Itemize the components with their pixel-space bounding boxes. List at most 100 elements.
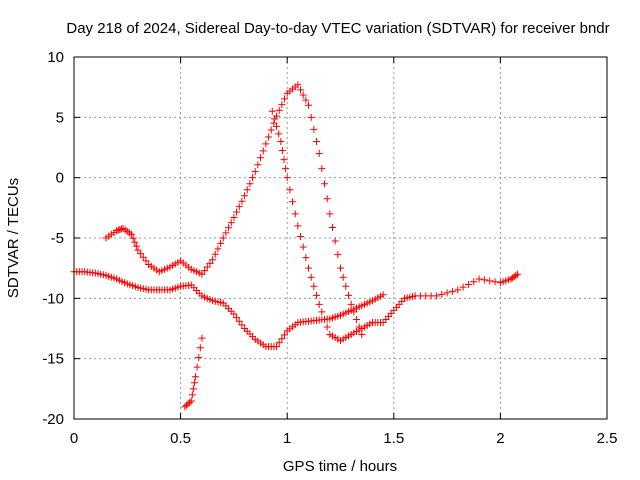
x-tick-label: 2.5 — [597, 430, 618, 447]
data-point — [334, 251, 342, 259]
data-point — [241, 192, 249, 200]
data-point — [299, 243, 307, 251]
data-point — [513, 270, 521, 278]
x-tick-label: 1 — [283, 430, 291, 447]
data-point — [454, 286, 462, 294]
data-point — [196, 344, 204, 352]
data-point — [182, 401, 190, 409]
data-point — [201, 267, 209, 275]
data-point — [209, 256, 217, 264]
y-tick-label: 10 — [47, 49, 64, 66]
data-point — [186, 398, 194, 406]
series-arc-d — [181, 334, 206, 411]
data-point — [131, 238, 139, 246]
data-point — [225, 224, 233, 232]
data-point — [310, 125, 318, 133]
data-point — [305, 101, 313, 109]
data-point — [286, 186, 294, 194]
data-point — [257, 154, 265, 162]
data-point — [134, 246, 142, 254]
data-point — [323, 195, 331, 203]
data-point — [275, 106, 283, 114]
series-arc-c — [268, 107, 521, 345]
data-point — [280, 156, 288, 164]
x-tick-label: 0 — [70, 430, 78, 447]
data-point — [246, 180, 254, 188]
data-point — [459, 283, 467, 291]
data-point — [137, 250, 145, 258]
y-tick-label: -5 — [51, 230, 64, 247]
data-point — [281, 331, 289, 339]
data-point — [475, 275, 483, 283]
data-point — [512, 271, 520, 279]
data-point — [323, 323, 331, 331]
data-point — [233, 314, 241, 322]
data-point — [189, 385, 197, 393]
grid — [74, 57, 607, 419]
y-tick-label: -10 — [42, 290, 64, 307]
data-point — [206, 259, 214, 267]
data-point — [278, 101, 286, 109]
data-point — [294, 222, 302, 230]
data-point — [233, 208, 241, 216]
data-point — [262, 140, 270, 148]
y-axis-label: SDTVAR / TECUs — [5, 178, 22, 298]
data-point — [270, 115, 278, 123]
data-point — [337, 264, 344, 272]
y-tick-label: 5 — [56, 109, 64, 126]
data-point — [278, 147, 286, 155]
y-tick-label: -15 — [42, 351, 64, 368]
data-point — [113, 227, 121, 235]
data-point — [184, 400, 192, 408]
data-point — [214, 245, 222, 253]
data-point — [313, 291, 321, 299]
data-point — [142, 257, 150, 265]
data-point — [278, 335, 286, 343]
data-point — [283, 174, 291, 182]
data-point — [198, 334, 206, 342]
data-point — [227, 219, 235, 227]
data-point — [273, 122, 281, 130]
data-point — [230, 310, 238, 318]
data-point — [275, 130, 283, 138]
data-point — [329, 223, 337, 231]
data-point — [281, 95, 289, 103]
axis-ticks: 0 0.5 1 1.5 2 2.5 -20 -15 -10 -5 0 5 10 — [42, 49, 617, 447]
data-point — [277, 137, 285, 145]
y-tick-label: 0 — [56, 170, 64, 187]
data-point — [117, 225, 125, 233]
data-point — [470, 278, 478, 286]
data-point — [249, 174, 257, 182]
x-tick-label: 0.5 — [170, 430, 191, 447]
series-arc-b — [102, 81, 366, 339]
data-point — [315, 300, 323, 308]
data-point — [350, 308, 358, 316]
data-point — [291, 210, 299, 218]
data-point — [192, 373, 200, 381]
data-point — [181, 403, 189, 411]
data-point — [480, 276, 488, 284]
data-point — [347, 300, 355, 308]
data-point — [238, 197, 246, 205]
data-point — [267, 126, 275, 134]
x-tick-label: 1.5 — [383, 430, 404, 447]
data-point — [321, 180, 329, 188]
data-point — [486, 277, 494, 285]
data-point — [139, 253, 147, 261]
data-point — [339, 273, 347, 281]
data-marks — [70, 81, 521, 411]
data-point — [217, 239, 225, 247]
data-point — [432, 292, 440, 300]
data-point — [307, 273, 315, 281]
data-point — [187, 397, 195, 405]
data-point — [310, 282, 318, 290]
data-point — [219, 234, 227, 242]
data-point — [464, 280, 472, 288]
data-point — [315, 150, 323, 158]
data-point — [443, 289, 451, 297]
data-point — [230, 213, 238, 221]
data-point — [342, 282, 350, 290]
data-point — [235, 317, 243, 325]
data-point — [235, 203, 243, 211]
